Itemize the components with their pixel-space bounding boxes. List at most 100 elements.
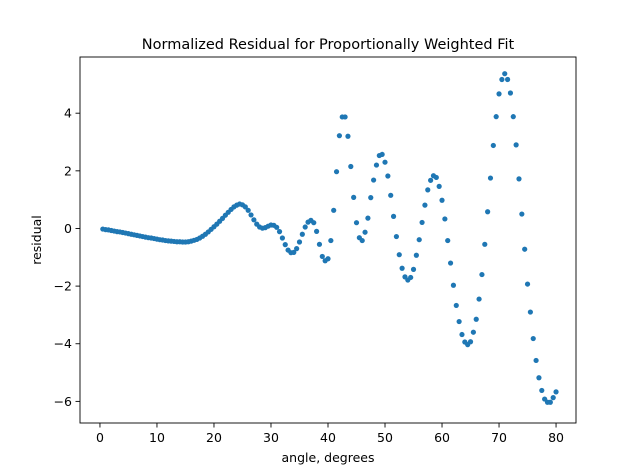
x-tick-label: 40	[320, 430, 336, 445]
data-point	[459, 331, 465, 338]
data-point	[328, 237, 334, 244]
data-point	[345, 133, 351, 139]
data-point	[331, 207, 337, 213]
x-tick-label: 30	[263, 430, 279, 445]
data-point	[485, 209, 491, 215]
data-point	[536, 375, 542, 381]
data-point	[428, 177, 434, 183]
data-point	[530, 335, 536, 342]
data-point	[276, 229, 283, 235]
data-point	[302, 224, 308, 230]
data-point	[294, 246, 300, 252]
data-point	[416, 237, 422, 243]
data-point	[274, 224, 280, 230]
data-point	[399, 265, 405, 271]
data-point	[319, 253, 325, 260]
data-point	[442, 216, 448, 222]
data-point	[359, 237, 365, 244]
y-axis-label: residual	[29, 215, 44, 265]
data-point	[311, 220, 317, 226]
x-axis-label: angle, degrees	[282, 450, 375, 465]
data-point	[550, 395, 556, 401]
data-point	[408, 274, 414, 281]
data-point	[325, 256, 331, 262]
data-point	[351, 194, 357, 200]
data-point	[248, 212, 254, 218]
data-point	[245, 207, 251, 213]
data-point	[251, 217, 257, 223]
data-point	[396, 252, 402, 258]
x-tick-label: 80	[548, 430, 564, 445]
data-point	[388, 192, 394, 198]
data-point	[425, 187, 431, 193]
data-point	[519, 211, 525, 217]
data-point	[362, 229, 368, 235]
data-point	[336, 133, 342, 139]
data-point	[291, 249, 297, 255]
data-point	[547, 399, 553, 405]
data-point	[333, 169, 340, 175]
data-point	[456, 318, 462, 325]
data-point	[487, 175, 494, 181]
data-point	[371, 177, 377, 183]
data-point	[348, 163, 354, 170]
data-point	[447, 260, 454, 266]
data-point	[353, 220, 360, 226]
data-point	[316, 241, 323, 247]
data-point	[342, 114, 348, 120]
data-point	[539, 387, 545, 394]
x-tick-label: 50	[377, 430, 393, 445]
x-tick-label: 70	[491, 430, 507, 445]
data-point	[419, 219, 425, 226]
data-point	[365, 215, 371, 221]
x-tick-label: 20	[206, 430, 222, 445]
x-tick-label: 0	[96, 430, 104, 445]
data-point	[507, 90, 514, 96]
data-point	[496, 91, 502, 97]
data-point	[379, 151, 385, 158]
data-point	[510, 114, 516, 120]
data-point	[450, 282, 457, 288]
data-point	[413, 252, 419, 258]
data-point	[499, 76, 505, 83]
data-point	[393, 233, 400, 240]
y-tick-label: 0	[64, 221, 72, 236]
x-axis-ticks: 0 10 20 30 40 50 60 70 80	[96, 423, 564, 445]
data-points-layer	[100, 71, 559, 405]
data-point	[513, 142, 519, 148]
data-point	[299, 231, 305, 237]
data-point	[242, 204, 248, 210]
data-point	[445, 237, 451, 244]
data-point	[422, 202, 428, 208]
data-point	[439, 197, 445, 203]
data-point	[385, 173, 391, 179]
data-point	[516, 176, 522, 182]
data-point	[296, 239, 303, 245]
data-point	[533, 357, 539, 364]
y-tick-label: −2	[54, 279, 72, 294]
data-point	[390, 213, 397, 219]
data-point	[482, 241, 488, 247]
data-point	[527, 309, 533, 315]
chart-title: Normalized Residual for Proportionally W…	[142, 37, 515, 53]
data-point	[314, 228, 320, 234]
data-point	[479, 271, 485, 278]
y-axis-ticks: −6 −4 −2 0 2 4	[54, 106, 80, 409]
data-point	[553, 389, 559, 395]
data-point	[410, 266, 417, 272]
data-point	[282, 242, 288, 248]
data-point	[433, 174, 439, 181]
data-point	[436, 183, 442, 189]
data-point	[453, 302, 459, 309]
data-point	[382, 159, 388, 165]
data-point	[522, 246, 528, 252]
data-point	[373, 162, 380, 168]
data-point	[470, 329, 476, 335]
y-tick-label: −4	[54, 336, 72, 351]
data-point	[502, 71, 508, 77]
data-point	[476, 296, 482, 302]
data-point	[493, 114, 499, 120]
data-point	[473, 316, 479, 322]
